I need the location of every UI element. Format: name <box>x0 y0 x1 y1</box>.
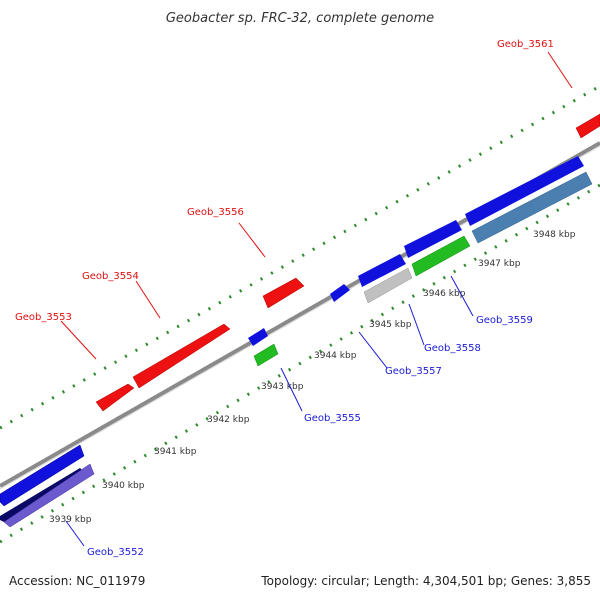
gene-geob-3556[interactable] <box>262 277 305 309</box>
gene-blue-small-3944[interactable] <box>330 284 350 302</box>
outer-tick-track <box>0 84 600 430</box>
gene-label-geob-3561[interactable]: Geob_3561 <box>497 39 554 50</box>
tick-label-3940: 3940 kbp <box>102 481 145 491</box>
gene-label-geob-3557[interactable]: Geob_3557 <box>385 366 442 377</box>
tick-label-3942: 3942 kbp <box>207 415 250 425</box>
tick-label-3948: 3948 kbp <box>533 230 576 240</box>
tick-label-3946: 3946 kbp <box>423 289 466 299</box>
gene-geob-3554[interactable] <box>132 323 231 389</box>
gene-blue-small-3943[interactable] <box>248 328 268 346</box>
tick-label-3944: 3944 kbp <box>314 351 357 361</box>
gene-geob-3559[interactable] <box>411 235 471 277</box>
gene-label-geob-3558[interactable]: Geob_3558 <box>424 343 481 354</box>
gene-navy-lower-left[interactable] <box>0 468 84 522</box>
gene-label-geob-3554[interactable]: Geob_3554 <box>82 271 139 282</box>
accession-label: Accession: NC_011979 <box>9 574 145 588</box>
gene-geob-3552[interactable] <box>3 463 95 528</box>
gene-label-geob-3556[interactable]: Geob_3556 <box>187 207 244 218</box>
tick-label-3947: 3947 kbp <box>478 259 521 269</box>
tick-label-3941: 3941 kbp <box>154 447 197 457</box>
gene-labels: Geob_3553 Geob_3554 Geob_3556 Geob_3561 … <box>15 39 554 558</box>
gene-blue-3948[interactable] <box>465 156 584 226</box>
gene-geob-3557[interactable] <box>358 254 406 287</box>
genome-summary-label: Topology: circular; Length: 4,304,501 bp… <box>260 574 591 588</box>
gene-label-geob-3555[interactable]: Geob_3555 <box>304 413 361 424</box>
gene-label-geob-3559[interactable]: Geob_3559 <box>476 315 533 326</box>
gene-steelblue-3948[interactable] <box>471 171 593 244</box>
gene-label-geob-3553[interactable]: Geob_3553 <box>15 312 72 323</box>
reverse-strand-genes <box>0 156 593 528</box>
tick-labels: 3939 kbp 3940 kbp 3941 kbp 3942 kbp 3943… <box>49 230 576 525</box>
inner-tick-track <box>0 183 600 544</box>
tick-label-3939: 3939 kbp <box>49 515 92 525</box>
gene-geob-3553[interactable] <box>95 383 135 412</box>
gene-geob-3555[interactable] <box>253 343 279 367</box>
tick-label-3945: 3945 kbp <box>369 320 412 330</box>
map-title: Geobacter sp. FRC-32, complete genome <box>166 11 434 26</box>
gene-blue-3946[interactable] <box>404 220 462 258</box>
gene-geob-3558[interactable] <box>363 267 413 304</box>
forward-strand-genes <box>95 113 600 412</box>
gene-geob-3561[interactable] <box>575 113 600 139</box>
label-leader-lines <box>60 51 573 547</box>
gene-blue-lower-left[interactable] <box>0 444 85 507</box>
tick-label-3943: 3943 kbp <box>261 382 304 392</box>
gene-label-geob-3552[interactable]: Geob_3552 <box>87 547 144 558</box>
